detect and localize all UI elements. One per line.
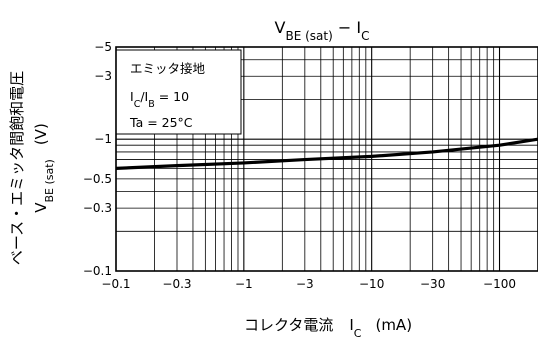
- y-tick-label: −0.1: [83, 264, 112, 278]
- annotation-emitter: エミッタ接地: [130, 61, 206, 76]
- y-axis-symbol: VBE (sat)(V): [32, 123, 56, 213]
- x-tick-label: −10: [359, 277, 384, 291]
- series-line: [115, 137, 538, 170]
- series-layer: [115, 137, 538, 170]
- y-tick-label: −5: [94, 40, 112, 54]
- tick-labels: −0.1 −0.3 −1 −3 −10 −30 −100 −0.1 −0.3 −0.5 −1 −3 −5: [83, 40, 516, 291]
- x-tick-label: −30: [420, 277, 445, 291]
- y-tick-label: −0.3: [83, 201, 112, 215]
- x-tick-label: −0.3: [162, 277, 191, 291]
- annotation-box: [115, 49, 242, 135]
- x-tick-label: −1: [235, 277, 253, 291]
- plot-frame: [115, 46, 538, 272]
- annotation-temperature: Ta = 25°C: [129, 115, 193, 130]
- svg-text:ベース・エミッタ間飽和電圧: ベース・エミッタ間飽和電圧: [8, 71, 26, 265]
- x-tick-label: −0.1: [101, 277, 130, 291]
- y-axis-label: ベース・エミッタ間飽和電圧: [8, 71, 26, 265]
- annotation-ratio: IC/IB = 10: [130, 89, 189, 110]
- x-axis-label: コレクタ電流 IC (mA): [244, 316, 412, 338]
- x-tick-label: −3: [296, 277, 314, 291]
- y-tick-label: −0.5: [83, 172, 112, 186]
- y-tick-label: −3: [94, 69, 112, 83]
- svg-text:VBE (sat)(V): VBE (sat)(V): [32, 123, 56, 213]
- y-tick-label: −1: [94, 132, 112, 146]
- chart-title: VBE (sat) − IC: [275, 18, 370, 43]
- x-tick-label: −100: [483, 277, 516, 291]
